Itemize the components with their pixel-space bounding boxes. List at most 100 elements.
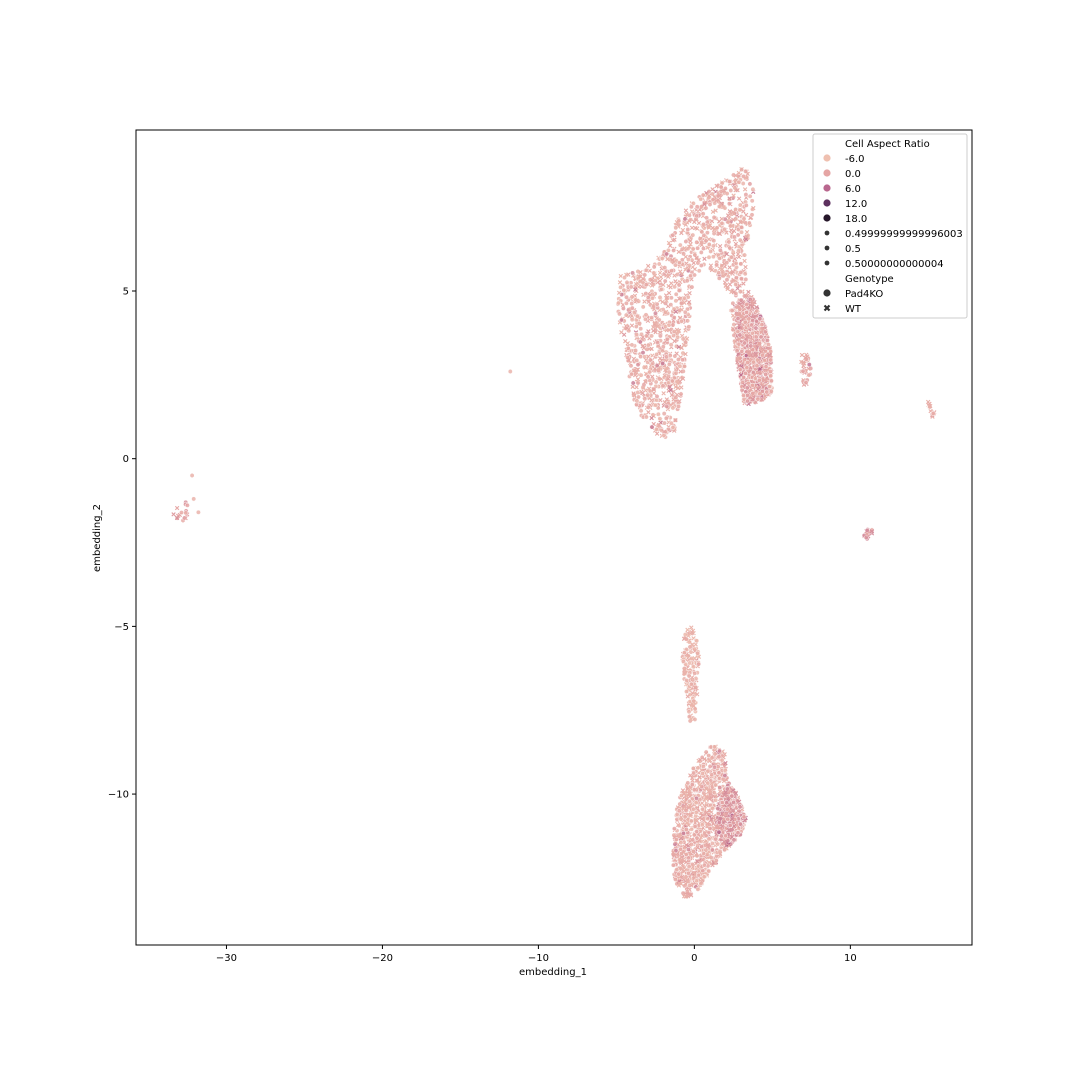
data-point-pad4ko (673, 262, 678, 268)
data-point-pad4ko (671, 333, 677, 339)
data-point-pad4ko (688, 273, 694, 279)
data-point-wt (743, 175, 748, 180)
data-point-pad4ko (806, 362, 812, 368)
data-point-pad4ko (674, 867, 680, 873)
x-tick-label: −10 (528, 953, 549, 964)
data-point-wt (682, 246, 687, 251)
data-point-pad4ko (717, 255, 723, 261)
data-point-pad4ko (735, 232, 741, 238)
data-point-wt (676, 249, 682, 255)
data-point-pad4ko (721, 226, 727, 232)
data-point-pad4ko (635, 380, 641, 386)
data-point-pad4ko (649, 315, 655, 321)
data-point-pad4ko (668, 302, 674, 308)
data-point-wt (652, 273, 658, 279)
legend-hue-marker (823, 169, 831, 177)
data-point-wt (629, 323, 635, 328)
data-point-wt (618, 273, 623, 279)
data-point-pad4ko (753, 325, 759, 331)
data-point-wt (721, 204, 726, 210)
data-point-pad4ko (649, 333, 655, 339)
data-point-wt (727, 265, 732, 270)
data-point-pad4ko (706, 753, 712, 759)
data-point-pad4ko (727, 245, 733, 251)
data-point-pad4ko (695, 765, 701, 771)
data-point-pad4ko (638, 326, 644, 332)
data-point-pad4ko (674, 812, 680, 818)
x-tick-label: 10 (844, 953, 857, 964)
data-point-pad4ko (630, 380, 636, 386)
data-point-wt (709, 267, 715, 273)
data-point-pad4ko (743, 202, 749, 208)
legend: Cell Aspect Ratio -6.0 0.0 6.0 12.0 18.0… (812, 133, 968, 319)
data-point-pad4ko (688, 649, 694, 655)
data-point-pad4ko (638, 408, 644, 414)
data-point-pad4ko (726, 179, 732, 185)
data-point-pad4ko (700, 211, 706, 217)
data-point-pad4ko (690, 232, 696, 238)
data-point-wt (759, 330, 764, 335)
data-point-wt (663, 309, 669, 315)
data-point-wt (650, 374, 655, 379)
data-point-pad4ko (666, 380, 671, 386)
data-point-wt (693, 225, 698, 231)
data-point-pad4ko (737, 367, 743, 372)
data-point-wt (649, 398, 654, 403)
legend-hue-marker (823, 214, 831, 222)
data-point-pad4ko (700, 806, 705, 812)
data-point-pad4ko (731, 837, 737, 843)
data-point-pad4ko (660, 361, 666, 366)
data-point-pad4ko (628, 363, 634, 369)
data-point-wt (702, 200, 707, 206)
data-point-wt (651, 387, 656, 392)
data-point-pad4ko (717, 748, 722, 754)
data-point-wt (735, 286, 740, 291)
legend-circle-marker (823, 289, 831, 297)
data-point-pad4ko (750, 186, 756, 192)
data-point-pad4ko (670, 424, 676, 430)
data-point-pad4ko (670, 405, 676, 411)
data-point-pad4ko (616, 300, 621, 306)
data-point-pad4ko (634, 398, 640, 404)
data-point-wt (616, 290, 622, 296)
data-point-pad4ko (664, 251, 670, 257)
data-point-pad4ko (709, 772, 715, 778)
data-point-wt (658, 398, 663, 403)
legend-hue-label: -6.0 (845, 154, 865, 165)
data-point-pad4ko (677, 242, 683, 248)
data-point-pad4ko (620, 305, 626, 311)
data-point-pad4ko (692, 823, 698, 829)
data-point-pad4ko (742, 271, 748, 277)
data-point-pad4ko (764, 389, 770, 395)
data-point-wt (731, 193, 736, 198)
data-point-pad4ko (670, 862, 676, 868)
legend-size-label: 0.50000000000004 (845, 259, 944, 270)
data-point-pad4ko (714, 225, 720, 231)
data-point-wt (635, 367, 641, 372)
data-point-pad4ko (638, 372, 644, 378)
data-point-pad4ko (739, 167, 745, 173)
data-point-pad4ko (698, 263, 704, 268)
data-point-pad4ko (738, 269, 744, 275)
data-point-pad4ko (706, 242, 712, 247)
data-point-pad4ko (643, 291, 649, 297)
data-point-wt (702, 202, 707, 207)
data-point-pad4ko (663, 415, 669, 421)
data-point-wt (661, 429, 667, 434)
data-point-pad4ko (638, 354, 644, 360)
data-point-pad4ko (750, 382, 756, 388)
data-point-pad4ko (688, 204, 694, 210)
data-point-wt (646, 299, 652, 305)
data-point-wt (668, 243, 673, 249)
data-point-pad4ko (687, 660, 693, 666)
data-point-pad4ko (741, 814, 747, 820)
data-point-pad4ko (643, 316, 648, 322)
data-point-pad4ko (184, 502, 190, 508)
data-point-wt (736, 254, 742, 260)
data-point-wt (649, 277, 655, 282)
data-point-wt (754, 305, 759, 310)
data-point-wt (678, 296, 684, 301)
data-point-pad4ko (618, 284, 624, 290)
data-point-pad4ko (752, 376, 758, 381)
data-point-wt (725, 213, 731, 218)
